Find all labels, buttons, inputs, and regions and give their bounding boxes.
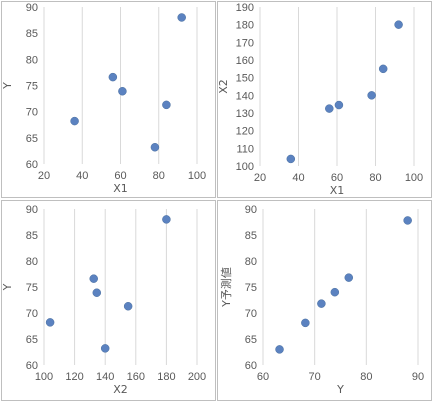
data-point [162,100,171,110]
data-point [317,299,326,308]
data-point [325,104,334,113]
data-point [301,318,310,328]
y-tick-label: 160 [236,55,254,67]
y-axis-label: X2 [217,79,230,94]
y-tick-label: 90 [245,204,257,216]
y-tick-label: 65 [26,334,38,346]
y-tick-label: 60 [245,360,257,372]
y-tick-label: 110 [236,143,254,155]
y-tick-label: 150 [236,73,254,85]
y-tick-label: 70 [245,308,257,320]
panel-border [1,1,216,198]
y-axis-label: Y [1,82,14,90]
y-tick-label: 180 [236,20,254,32]
x-tick-label: 60 [257,371,269,383]
scatter-panel-4: 60 70 80 90 60 65 70 75 80 85 90 Y Y予測値 [217,200,432,401]
x-tick-label: 80 [360,371,372,383]
y-tick-label: 190 [236,2,254,14]
x-axis-label: X1 [330,184,345,197]
data-point [394,20,403,29]
x-tick-label: 160 [127,371,145,383]
x-tick-label: 40 [76,170,88,182]
x-tick-label: 40 [292,172,304,184]
y-tick-label: 75 [26,282,38,294]
y-tick-label: 85 [245,230,257,242]
y-tick-label: 60 [26,360,38,372]
y-tick-label: 170 [236,37,254,49]
data-point [118,87,127,96]
data-point [367,91,376,100]
scatter-panel-3: 100 120 140 160 180 200 60 65 70 75 80 85 90 X2 Y [1,200,216,401]
x-tick-label: 100 [35,371,53,383]
data-point [286,154,296,164]
y-tick-label: 90 [26,2,38,14]
x-tick-label: 60 [331,172,343,184]
panel-border [217,1,432,198]
y-tick-label: 90 [26,204,38,216]
y-tick-label: 80 [245,256,257,268]
data-point [162,215,171,224]
data-point [100,344,110,353]
y-tick-label: 80 [26,54,38,66]
y-tick-label: 140 [236,90,254,102]
scatter-panel-2: 20 40 60 80 100 100 110 120 130 140 150 160 170 180 19… [217,1,432,198]
x-tick-label: 100 [405,172,423,184]
data-point [150,143,160,152]
y-axis-label: Y予測値 [219,267,233,308]
data-point [344,273,354,282]
data-point [70,116,79,126]
y-tick-label: 70 [26,107,38,119]
data-point [45,318,55,327]
x-tick-label: 200 [188,371,206,383]
data-point [89,274,98,283]
y-tick-label: 100 [236,161,254,173]
x-axis-label: Y [336,383,344,396]
data-point [108,72,118,82]
data-point [330,287,340,297]
x-tick-label: 20 [38,170,50,182]
x-axis-label: X2 [113,383,128,396]
x-tick-label: 20 [254,172,266,184]
y-tick-label: 65 [245,334,257,346]
data-point [334,100,344,110]
y-tick-label: 130 [236,108,254,120]
y-tick-label: 65 [26,133,38,145]
data-point [123,301,133,311]
y-axis-label: Y [1,283,14,291]
y-tick-label: 120 [236,126,254,138]
x-tick-label: 120 [65,371,83,383]
y-tick-label: 85 [26,28,38,40]
x-tick-label: 140 [96,371,114,383]
x-tick-label: 100 [188,170,206,182]
y-tick-label: 85 [26,230,38,242]
y-tick-label: 80 [26,256,38,268]
x-tick-label: 180 [157,371,175,383]
x-tick-label: 70 [309,371,321,383]
scatter-panel-1: 20 40 60 80 100 60 65 70 75 80 85 90 X1 Y [1,1,216,198]
y-tick-label: 75 [245,282,257,294]
data-point [378,64,388,74]
panel-border [217,200,432,401]
x-tick-label: 90 [412,371,424,383]
x-axis-label: X1 [113,182,128,195]
x-tick-label: 80 [153,170,165,182]
y-tick-label: 75 [26,81,38,93]
data-point [403,216,412,225]
y-tick-label: 70 [26,308,38,320]
data-point [177,13,186,22]
data-point [275,345,284,354]
y-tick-label: 60 [26,159,38,171]
x-tick-label: 80 [369,172,381,184]
x-tick-label: 60 [114,170,126,182]
data-point [92,288,102,297]
